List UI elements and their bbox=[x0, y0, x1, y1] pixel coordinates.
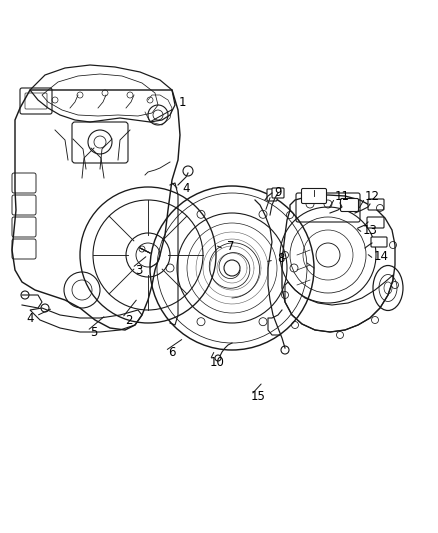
FancyBboxPatch shape bbox=[267, 189, 277, 201]
Text: 11: 11 bbox=[335, 190, 350, 203]
Text: 15: 15 bbox=[251, 391, 265, 403]
FancyBboxPatch shape bbox=[368, 199, 384, 210]
Text: 10: 10 bbox=[209, 356, 224, 368]
Text: 14: 14 bbox=[374, 251, 389, 263]
Text: 2: 2 bbox=[125, 313, 133, 327]
Text: 4: 4 bbox=[182, 182, 190, 195]
FancyBboxPatch shape bbox=[340, 198, 358, 212]
Text: 4: 4 bbox=[26, 311, 34, 325]
Text: 5: 5 bbox=[90, 327, 98, 340]
FancyBboxPatch shape bbox=[272, 188, 284, 198]
Text: 8: 8 bbox=[277, 252, 285, 264]
Text: 13: 13 bbox=[363, 224, 378, 238]
Text: 1: 1 bbox=[178, 96, 186, 109]
Text: 6: 6 bbox=[168, 346, 176, 359]
Text: 7: 7 bbox=[227, 240, 235, 254]
FancyBboxPatch shape bbox=[367, 217, 384, 228]
Text: 12: 12 bbox=[364, 190, 379, 203]
FancyBboxPatch shape bbox=[301, 189, 326, 204]
FancyBboxPatch shape bbox=[371, 237, 387, 247]
Text: 9: 9 bbox=[274, 187, 282, 199]
Text: 3: 3 bbox=[135, 263, 143, 277]
